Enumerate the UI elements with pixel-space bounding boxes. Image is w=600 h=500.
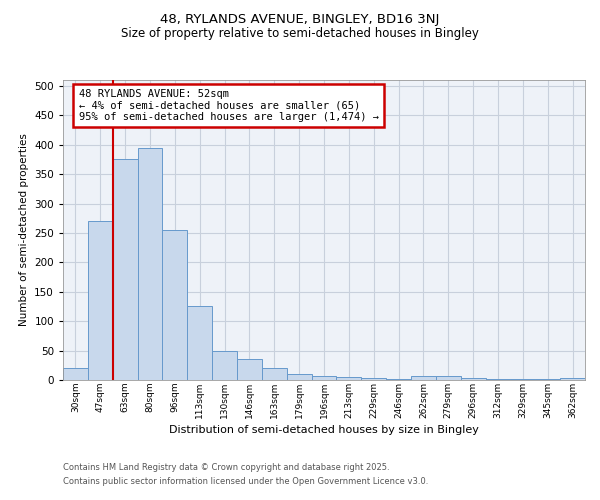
Bar [262,368,287,380]
Bar [88,221,113,380]
Text: Contains public sector information licensed under the Open Government Licence v3: Contains public sector information licen… [63,477,428,486]
Text: Contains HM Land Registry data © Crown copyright and database right 2025.: Contains HM Land Registry data © Crown c… [63,464,389,472]
Bar [411,376,436,380]
Bar [212,350,237,380]
Text: 48, RYLANDS AVENUE, BINGLEY, BD16 3NJ: 48, RYLANDS AVENUE, BINGLEY, BD16 3NJ [160,12,440,26]
Bar [560,378,585,380]
Text: 48 RYLANDS AVENUE: 52sqm
← 4% of semi-detached houses are smaller (65)
95% of se: 48 RYLANDS AVENUE: 52sqm ← 4% of semi-de… [79,89,379,122]
Bar [461,378,485,380]
X-axis label: Distribution of semi-detached houses by size in Bingley: Distribution of semi-detached houses by … [169,424,479,434]
Bar [361,378,386,380]
Bar [485,379,511,380]
Bar [113,160,137,380]
Bar [63,368,88,380]
Bar [137,148,163,380]
Bar [386,379,411,380]
Text: Size of property relative to semi-detached houses in Bingley: Size of property relative to semi-detach… [121,28,479,40]
Y-axis label: Number of semi-detached properties: Number of semi-detached properties [19,134,29,326]
Bar [163,230,187,380]
Bar [436,376,461,380]
Bar [237,360,262,380]
Bar [337,377,361,380]
Bar [311,376,337,380]
Bar [187,306,212,380]
Bar [287,374,311,380]
